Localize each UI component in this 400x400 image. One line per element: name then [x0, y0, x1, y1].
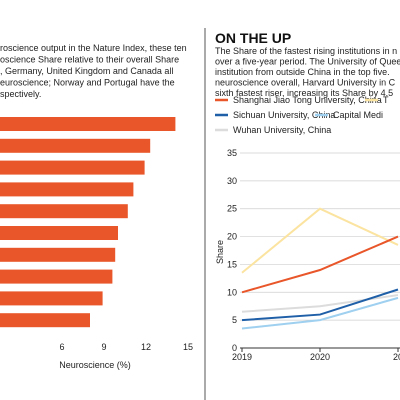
- bar: [0, 269, 113, 284]
- legend-label: Capital Medi: [333, 110, 383, 120]
- bar: [0, 247, 116, 262]
- y-tick-label: 20: [227, 232, 237, 242]
- description-line: institution from outside China in the to…: [215, 67, 390, 77]
- bar: [0, 204, 128, 219]
- description-line: euroscience; Norway and Portugal have th…: [0, 78, 175, 88]
- description-line: neuroscience overall, Harvard University…: [215, 78, 396, 88]
- series-line: [241, 296, 399, 330]
- y-tick-label: 10: [227, 287, 237, 297]
- y-tick-label: 15: [227, 259, 237, 269]
- y-tick-label: 5: [232, 315, 237, 325]
- x-tick-label: 2020: [310, 352, 330, 362]
- x-tick-label: 9: [101, 342, 106, 352]
- y-axis-label: Share: [215, 240, 225, 264]
- bar: [0, 226, 118, 240]
- x-tick-label: 15: [183, 342, 193, 352]
- y-tick-label: 0: [232, 343, 237, 353]
- bar: [0, 160, 145, 175]
- description-line: roscience output in the Nature Index, th…: [0, 43, 187, 53]
- legend-label: Shanghai Jiao Tong University, China: [233, 95, 382, 105]
- series-line: [241, 207, 399, 274]
- y-tick-label: 30: [227, 176, 237, 186]
- description-line: The Share of the fastest rising institut…: [215, 46, 397, 56]
- y-tick-label: 35: [227, 148, 237, 158]
- y-tick-label: 25: [227, 204, 237, 214]
- description-line: oscience Share relative to their overall…: [0, 55, 179, 65]
- series-line: [241, 288, 399, 322]
- bar: [0, 182, 134, 197]
- description-line: spectively.: [0, 89, 41, 99]
- x-tick-label: 12: [141, 342, 151, 352]
- legend-label: T: [383, 95, 389, 105]
- legend-label: Wuhan University, China: [233, 125, 331, 135]
- description-line: sixth fastest riser, increasing its Shar…: [215, 88, 393, 98]
- description-line: over a five-year period. The University …: [215, 57, 400, 67]
- series-line: [241, 235, 399, 294]
- bar: [0, 291, 103, 306]
- x-tick-label: 6: [59, 342, 64, 352]
- chart-title: ON THE UP: [215, 30, 291, 46]
- x-tick-label: 20: [393, 352, 400, 362]
- description-line: , Germany, United Kingdom and Canada all: [0, 66, 173, 76]
- bar: [0, 313, 90, 328]
- bar: [0, 117, 176, 131]
- bar: [0, 138, 151, 153]
- legend-label: Sichuan University, China: [233, 110, 335, 120]
- x-tick-label: 2019: [232, 352, 252, 362]
- x-axis-label: Neuroscience (%): [59, 360, 131, 370]
